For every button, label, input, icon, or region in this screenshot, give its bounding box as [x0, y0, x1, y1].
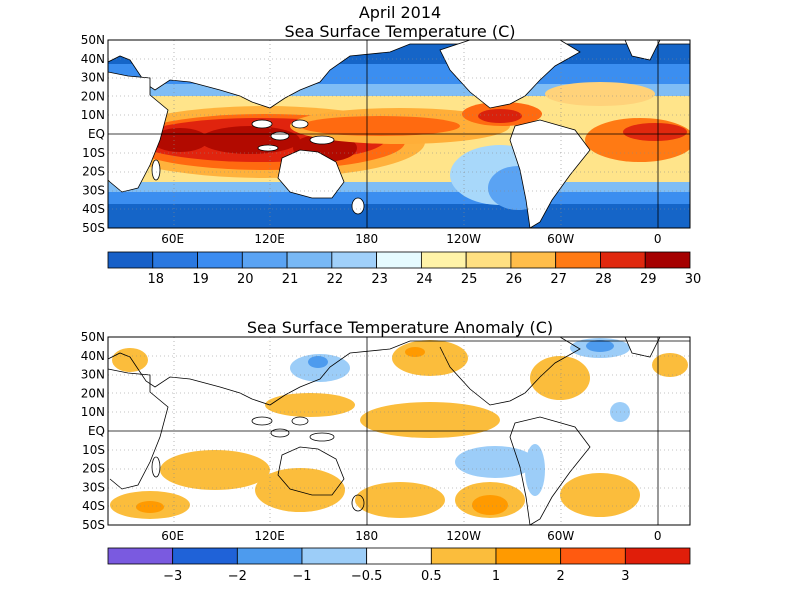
- lat-label: 40S: [82, 499, 105, 513]
- colorbar-label: −2: [228, 569, 247, 584]
- colorbar-swatch: [331, 251, 378, 269]
- colorbar-swatch: [376, 251, 422, 269]
- colorbar-label: 21: [282, 272, 299, 287]
- colorbar-label: 19: [192, 272, 209, 287]
- colorbar-label: 2: [557, 569, 565, 584]
- colorbar-swatch: [495, 547, 562, 565]
- lat-label: 30N: [81, 71, 105, 85]
- colorbar-label: 27: [550, 272, 567, 287]
- colorbar-label: 23: [371, 272, 388, 287]
- colorbar-label: 25: [461, 272, 478, 287]
- lat-label: 50N: [81, 330, 105, 344]
- lat-label: 30S: [82, 480, 105, 494]
- colorbar-label: −1: [292, 569, 311, 584]
- colorbar-swatch: [600, 251, 646, 269]
- lat-label: 10S: [82, 443, 105, 457]
- lat-label: 10N: [81, 405, 105, 419]
- lon-label: 60W: [547, 529, 574, 543]
- lat-label: 10S: [82, 146, 105, 160]
- colorbar-swatch: [236, 547, 303, 565]
- lat-label: 50S: [82, 518, 105, 532]
- colorbar-swatch: [107, 251, 154, 269]
- lat-label: 10N: [81, 108, 105, 122]
- colorbar-swatch: [197, 251, 243, 269]
- colorbar-swatch: [152, 251, 198, 269]
- sst-lon-labels: 60E 120E 180 120W 60W 0: [161, 232, 661, 246]
- anomaly-lon-labels: 60E 120E 180 120W 60W 0: [161, 529, 661, 543]
- sst-lat-labels: 50N 40N 30N 20N 10N EQ 10S 20S 30S 40S 50S: [81, 33, 105, 235]
- colorbar-label: 0.5: [421, 569, 442, 584]
- lon-label: 180: [355, 232, 378, 246]
- colorbar-swatch: [241, 251, 288, 269]
- lat-label: 40S: [82, 202, 105, 216]
- lat-label: 50S: [82, 221, 105, 235]
- colorbar-label: 24: [416, 272, 433, 287]
- colorbar-label: 3: [621, 569, 629, 584]
- lat-label: 30N: [81, 368, 105, 382]
- lat-label: 50N: [81, 33, 105, 47]
- lon-label: 0: [654, 529, 662, 543]
- colorbar-label: 22: [327, 272, 344, 287]
- colorbar-swatch: [107, 547, 174, 565]
- lon-label: 120W: [446, 232, 481, 246]
- lon-label: 120E: [254, 232, 285, 246]
- colorbar-label: −0.5: [351, 569, 383, 584]
- lat-label: EQ: [88, 424, 105, 438]
- colorbar-swatch: [366, 547, 432, 565]
- lon-label: 120W: [446, 529, 481, 543]
- colorbar-label: 20: [237, 272, 254, 287]
- lat-label: 20N: [81, 386, 105, 400]
- colorbar-swatch: [301, 547, 368, 565]
- title-sst: Sea Surface Temperature (C): [284, 22, 515, 41]
- colorbar-swatch: [510, 251, 557, 269]
- sst-colorbar: 18 19 20 21 22 23 24 25 26 27 28 29 30: [107, 251, 702, 287]
- lat-label: EQ: [88, 127, 105, 141]
- lat-label: 20S: [82, 462, 105, 476]
- lon-label: 0: [654, 232, 662, 246]
- title-anomaly: Sea Surface Temperature Anomaly (C): [247, 318, 553, 337]
- colorbar-label: 29: [640, 272, 657, 287]
- lat-label: 40N: [81, 349, 105, 363]
- title-date: April 2014: [359, 3, 441, 22]
- colorbar-label: −3: [163, 569, 182, 584]
- colorbar-label: 1: [492, 569, 500, 584]
- lon-label: 120E: [254, 529, 285, 543]
- colorbar-swatch: [560, 547, 626, 565]
- lon-label: 60E: [161, 232, 184, 246]
- colorbar-label: 28: [595, 272, 612, 287]
- lat-label: 40N: [81, 52, 105, 66]
- colorbar-swatch: [555, 251, 601, 269]
- lon-label: 60E: [161, 529, 184, 543]
- colorbar-swatch: [420, 251, 467, 269]
- lon-label: 180: [355, 529, 378, 543]
- colorbar-swatch: [172, 547, 238, 565]
- colorbar-swatch: [465, 251, 512, 269]
- lat-label: 30S: [82, 183, 105, 197]
- colorbar-swatch: [644, 251, 691, 269]
- lat-label: 20N: [81, 89, 105, 103]
- lon-label: 60W: [547, 232, 574, 246]
- lat-label: 20S: [82, 165, 105, 179]
- anomaly-colorbar: −3 −2 −1 −0.5 0.5 1 2 3: [107, 547, 691, 584]
- colorbar-label: 26: [506, 272, 523, 287]
- colorbar-label: 30: [685, 272, 702, 287]
- anomaly-map: [107, 336, 691, 526]
- colorbar-swatch: [286, 251, 333, 269]
- colorbar-label: 18: [147, 272, 164, 287]
- colorbar-swatch: [624, 547, 691, 565]
- sst-map: [107, 39, 691, 229]
- colorbar-swatch: [430, 547, 497, 565]
- anomaly-lat-labels: 50N 40N 30N 20N 10N EQ 10S 20S 30S 40S 50S: [81, 330, 105, 532]
